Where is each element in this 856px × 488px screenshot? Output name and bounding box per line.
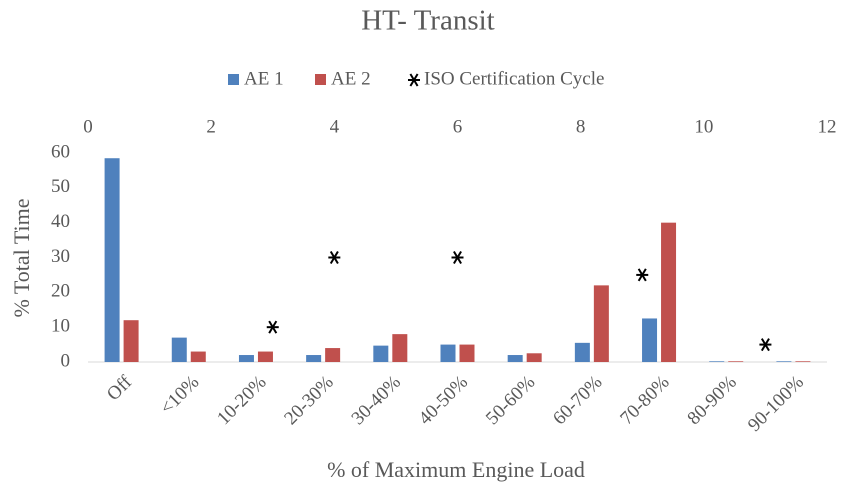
bar xyxy=(459,344,475,362)
x-tick-label: Off xyxy=(103,371,137,405)
x-tick-label: 90-100% xyxy=(744,372,808,436)
x2-tick-label: 0 xyxy=(83,116,93,137)
bar xyxy=(776,361,792,362)
x2-tick-label: 6 xyxy=(453,116,463,137)
x-tick-label: <10% xyxy=(156,372,203,419)
y-tick-label: 40 xyxy=(51,211,70,232)
bar xyxy=(392,334,408,362)
x-tick-label: 10-20% xyxy=(213,372,271,430)
legend-marker xyxy=(228,74,239,85)
bar xyxy=(257,351,273,362)
scatter-point xyxy=(328,250,341,265)
bar xyxy=(642,318,658,362)
bar xyxy=(795,361,811,362)
x-tick-label: 20-30% xyxy=(280,372,338,430)
x-tick-label: 30-40% xyxy=(348,372,406,430)
x2-tick-label: 12 xyxy=(818,116,837,137)
scatter-point xyxy=(266,320,279,334)
bar xyxy=(593,285,609,362)
bar xyxy=(440,344,456,362)
bar xyxy=(325,348,341,362)
x-tick-label: 80-90% xyxy=(683,372,741,430)
legend-label: ISO Certification Cycle xyxy=(424,68,604,89)
bar xyxy=(526,353,542,362)
bar xyxy=(104,158,120,362)
legend-label: AE 2 xyxy=(331,68,371,89)
scatter-point xyxy=(636,268,649,282)
bar xyxy=(306,355,322,362)
x-axis-title: % of Maximum Engine Load xyxy=(327,457,585,482)
y-tick-label: 30 xyxy=(51,246,70,267)
x2-tick-label: 4 xyxy=(330,116,340,137)
bar xyxy=(171,337,187,362)
bar xyxy=(123,320,139,362)
legend-marker xyxy=(408,73,420,87)
bar xyxy=(728,361,744,362)
bar xyxy=(507,355,523,362)
x2-tick-label: 8 xyxy=(576,116,586,137)
bar xyxy=(661,222,677,362)
bar xyxy=(373,345,389,362)
x-tick-label: 60-70% xyxy=(549,372,607,430)
scatter-point xyxy=(451,250,464,265)
x2-tick-label: 10 xyxy=(694,116,713,137)
bar xyxy=(238,355,254,362)
bar xyxy=(190,351,206,362)
bar xyxy=(574,342,590,362)
y-tick-label: 20 xyxy=(51,281,70,302)
y-axis-title: % Total Time xyxy=(9,198,34,317)
y-tick-label: 60 xyxy=(51,141,70,162)
scatter-point xyxy=(759,338,772,352)
y-tick-label: 0 xyxy=(61,350,71,371)
x2-tick-label: 2 xyxy=(206,116,216,137)
legend-label: AE 1 xyxy=(244,68,284,89)
y-tick-label: 10 xyxy=(51,316,70,337)
x-tick-label: 50-60% xyxy=(482,372,540,430)
x-tick-label: 40-50% xyxy=(415,372,473,430)
bar xyxy=(709,361,725,362)
legend-marker xyxy=(315,74,326,85)
chart-title: HT- Transit xyxy=(361,5,495,37)
y-tick-label: 50 xyxy=(51,176,70,197)
x-tick-label: 70-80% xyxy=(616,372,674,430)
